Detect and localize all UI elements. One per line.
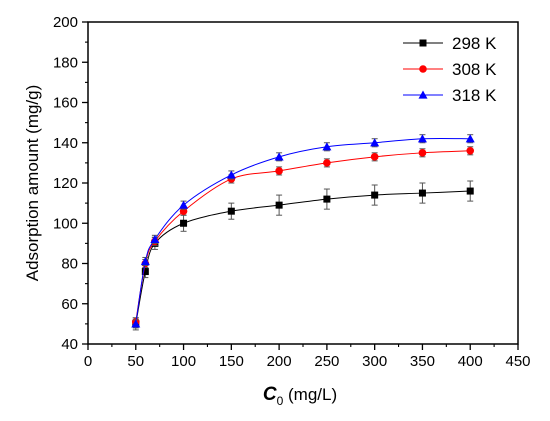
data-point xyxy=(227,207,235,215)
data-point xyxy=(141,268,149,276)
y-tick-label: 120 xyxy=(53,175,78,192)
y-tick-label: 80 xyxy=(61,256,78,273)
x-tick-label: 250 xyxy=(314,353,339,370)
data-point xyxy=(370,153,379,161)
y-tick-label: 40 xyxy=(61,336,78,353)
x-tick-label: 350 xyxy=(410,353,435,370)
y-tick-label: 60 xyxy=(61,296,78,313)
data-point xyxy=(275,167,283,175)
x-axis-title-main: C xyxy=(263,384,277,405)
legend-label: 298 K xyxy=(452,34,497,53)
data-point xyxy=(418,149,427,157)
legend-marker xyxy=(419,39,427,47)
x-tick-label: 100 xyxy=(171,353,196,370)
series-308-k xyxy=(131,146,475,327)
data-point xyxy=(465,134,475,143)
x-tick-label: 450 xyxy=(505,353,530,370)
legend-marker xyxy=(419,65,427,73)
x-tick-label: 200 xyxy=(267,353,292,370)
data-point xyxy=(275,201,283,209)
legend-label: 318 K xyxy=(452,86,497,105)
data-point xyxy=(322,142,332,151)
data-point xyxy=(418,189,426,197)
x-axis-title-unit: (mg/L) xyxy=(283,385,337,404)
legend: 298 K 308 K 318 K xyxy=(403,34,497,105)
data-point xyxy=(323,159,331,167)
data-point xyxy=(179,200,189,209)
x-axis-title: C0 (mg/L) xyxy=(263,384,337,408)
series-line xyxy=(135,150,471,322)
data-point xyxy=(226,170,236,179)
series-layer xyxy=(131,134,475,331)
x-tick-label: 150 xyxy=(219,353,244,370)
y-tick-label: 140 xyxy=(53,135,78,152)
y-tick-label: 200 xyxy=(53,14,78,31)
data-point xyxy=(371,191,379,199)
axes: 0 50 100 150 200 250 300 350 400 450 40 60 80 100 120 1… xyxy=(53,14,531,370)
y-axis-title: Adsorption amount (mg/g) xyxy=(23,85,42,282)
data-point xyxy=(417,134,427,143)
data-point xyxy=(370,138,380,147)
x-tick-label: 400 xyxy=(458,353,483,370)
x-axis-title-sub: 0 xyxy=(277,394,284,408)
data-point xyxy=(150,234,160,243)
data-point xyxy=(466,147,475,155)
y-tick-label: 100 xyxy=(53,215,78,232)
data-point xyxy=(323,195,331,203)
y-tick-label: 160 xyxy=(53,95,78,112)
series-line xyxy=(135,137,471,324)
data-point xyxy=(466,187,474,195)
data-point xyxy=(274,152,284,161)
series-line xyxy=(135,190,471,324)
legend-marker xyxy=(418,90,428,99)
x-tick-label: 50 xyxy=(127,353,144,370)
data-point xyxy=(180,219,188,227)
data-point xyxy=(140,256,150,266)
x-tick-label: 300 xyxy=(362,353,387,370)
data-point xyxy=(131,319,141,328)
x-tick-label: 0 xyxy=(84,353,92,370)
y-tick-label: 180 xyxy=(53,54,78,71)
legend-label: 308 K xyxy=(452,60,497,79)
series-318-k xyxy=(131,134,475,329)
